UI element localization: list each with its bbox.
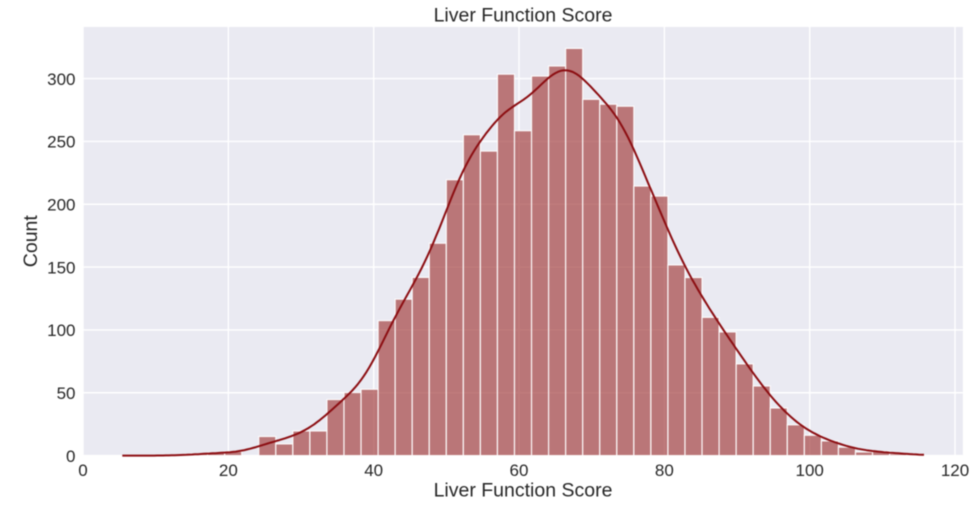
svg-text:40: 40 [364, 461, 383, 480]
svg-text:80: 80 [655, 461, 674, 480]
svg-text:200: 200 [47, 195, 75, 214]
svg-text:120: 120 [941, 461, 969, 480]
svg-text:300: 300 [47, 70, 75, 89]
svg-text:50: 50 [57, 384, 76, 403]
svg-text:0: 0 [78, 461, 87, 480]
svg-text:250: 250 [47, 133, 75, 152]
svg-text:20: 20 [219, 461, 238, 480]
svg-text:Liver Function Score: Liver Function Score [434, 479, 613, 501]
svg-text:0: 0 [66, 447, 75, 466]
svg-text:60: 60 [510, 461, 529, 480]
svg-text:150: 150 [47, 258, 75, 277]
svg-text:Count: Count [20, 215, 42, 268]
svg-text:100: 100 [796, 461, 824, 480]
svg-text:Liver Function Score: Liver Function Score [434, 4, 613, 26]
svg-text:100: 100 [47, 321, 75, 340]
